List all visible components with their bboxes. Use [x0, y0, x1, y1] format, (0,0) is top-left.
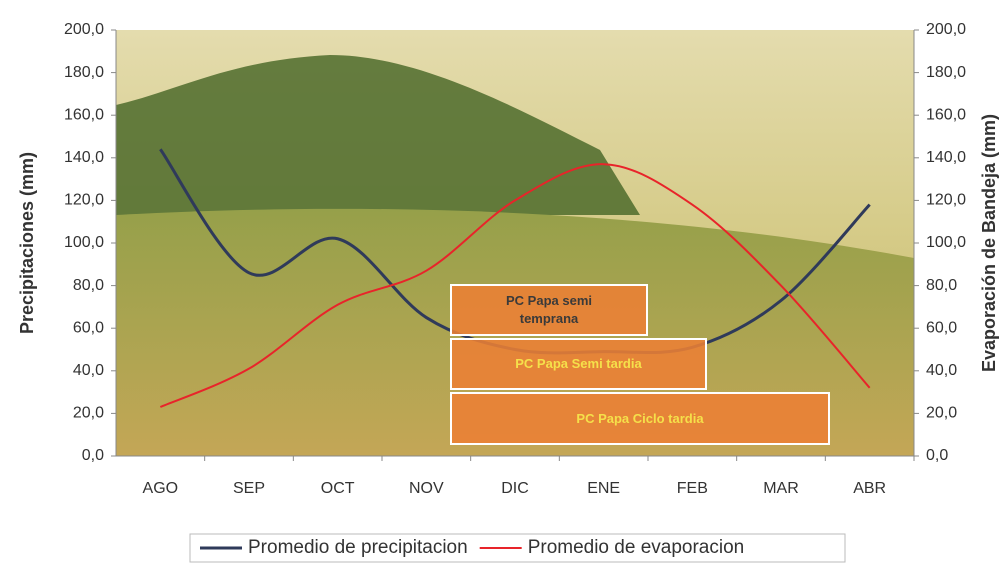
y-tick-label: 120,0: [64, 192, 104, 209]
x-tick-label: NOV: [409, 480, 444, 497]
legend-label: Promedio de precipitacion: [248, 537, 468, 558]
annotation: PC Papa semi temprana: [450, 284, 648, 336]
legend-label: Promedio de evaporacion: [528, 537, 745, 558]
y2-tick-label: 60,0: [926, 319, 957, 336]
y-tick-label: 200,0: [64, 21, 104, 38]
y2-axis-title: Evaporación de Bandeja (mm): [979, 114, 999, 372]
y2-tick-label: 200,0: [926, 21, 966, 38]
y2-tick-label: 80,0: [926, 277, 957, 294]
legend-box: [189, 533, 846, 563]
y-tick-label: 0,0: [82, 447, 104, 464]
x-tick-label: SEP: [233, 480, 265, 497]
x-tick-label: OCT: [321, 480, 355, 497]
x-tick-label: MAR: [763, 480, 799, 497]
y-tick-label: 40,0: [73, 362, 104, 379]
y2-tick-label: 160,0: [926, 106, 966, 123]
y2-tick-label: 180,0: [926, 64, 966, 81]
y-axis-title: Precipitaciones (mm): [17, 152, 37, 334]
annotation: PC Papa Ciclo tardia: [450, 392, 830, 445]
x-tick-label: FEB: [677, 480, 708, 497]
series-line: [159, 163, 871, 408]
annotation: PC Papa Semi tardia: [450, 338, 707, 390]
y-tick-label: 180,0: [64, 64, 104, 81]
y-tick-label: 140,0: [64, 149, 104, 166]
y-tick-label: 60,0: [73, 319, 104, 336]
y-tick-label: 160,0: [64, 106, 104, 123]
x-tick-label: AGO: [143, 480, 179, 497]
y2-tick-label: 0,0: [926, 447, 948, 464]
y-tick-label: 80,0: [73, 277, 104, 294]
y2-tick-label: 140,0: [926, 149, 966, 166]
y2-tick-label: 20,0: [926, 405, 957, 422]
y2-tick-label: 120,0: [926, 192, 966, 209]
y2-tick-label: 100,0: [926, 234, 966, 251]
y-tick-label: 100,0: [64, 234, 104, 251]
y-tick-label: 20,0: [73, 405, 104, 422]
y2-tick-label: 40,0: [926, 362, 957, 379]
x-tick-label: ABR: [853, 480, 886, 497]
x-tick-label: DIC: [501, 480, 529, 497]
x-tick-label: ENE: [587, 480, 620, 497]
